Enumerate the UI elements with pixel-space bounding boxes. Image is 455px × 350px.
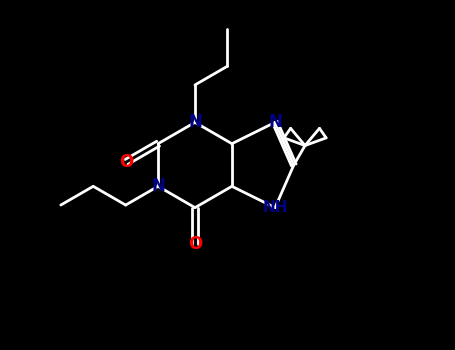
Text: N: N <box>188 113 202 131</box>
Text: O: O <box>188 235 202 253</box>
Text: O: O <box>119 153 134 171</box>
Text: NH: NH <box>263 200 288 215</box>
Text: N: N <box>268 113 282 131</box>
Text: N: N <box>151 177 165 195</box>
